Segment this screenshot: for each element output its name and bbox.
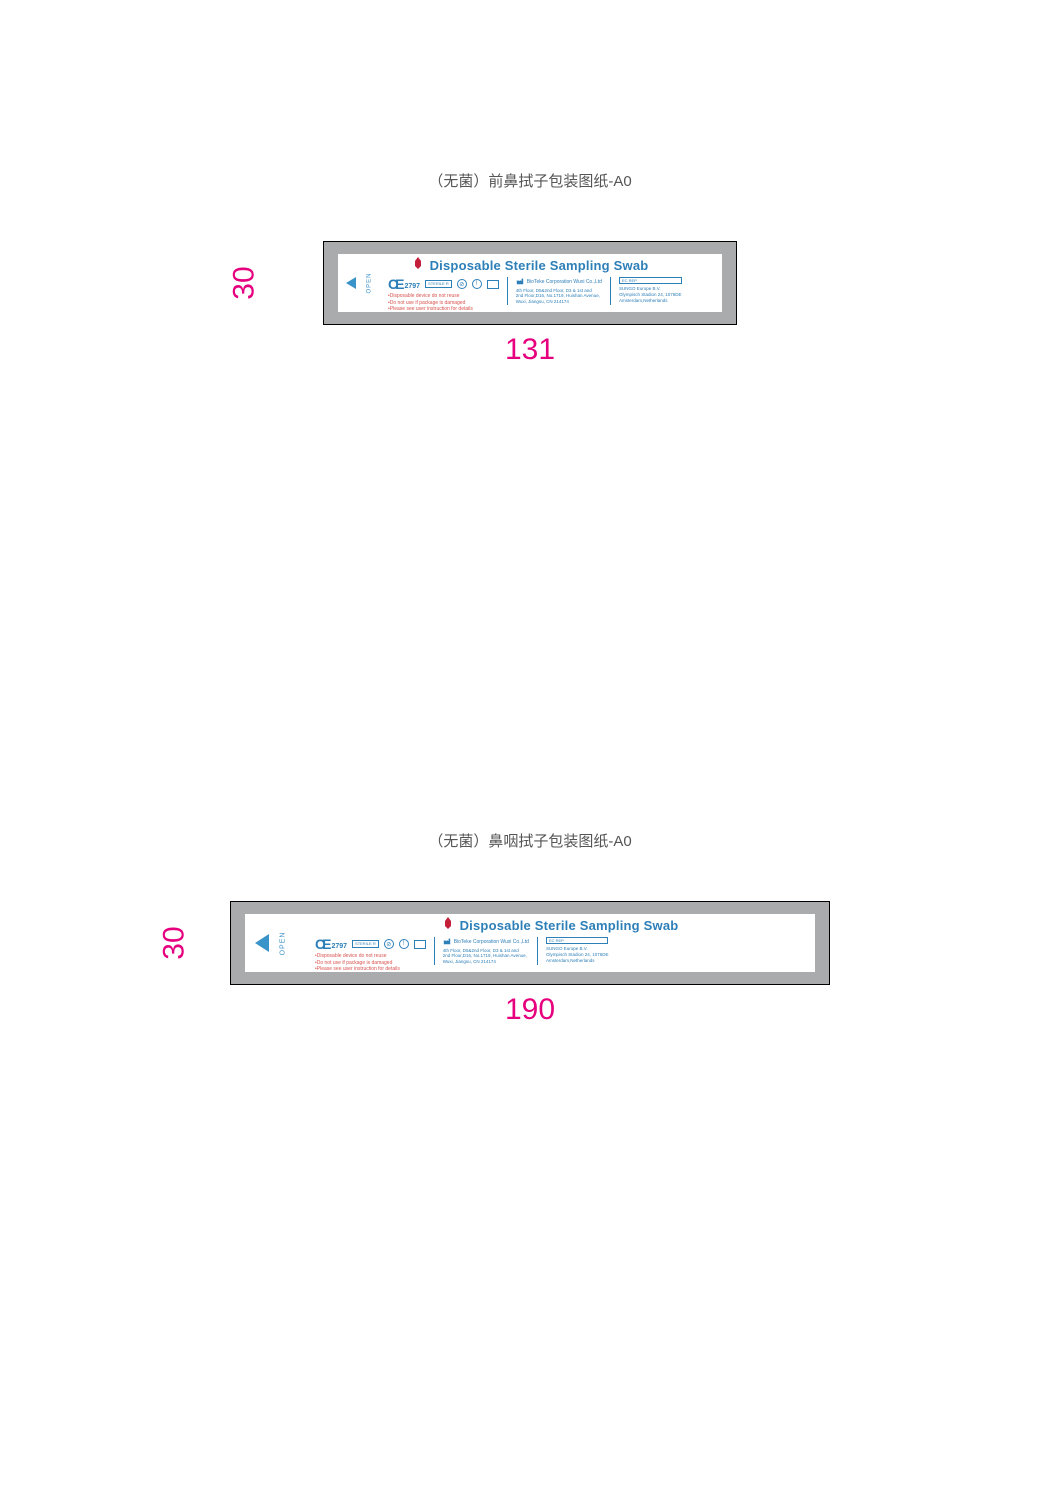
open-label: OPEN bbox=[367, 272, 373, 293]
no-reuse-icon: ⊘ bbox=[457, 279, 467, 289]
open-label: OPEN bbox=[279, 931, 286, 955]
caption-1: （无菌）前鼻拭子包装图纸-A0 bbox=[0, 170, 1060, 191]
ecrep-addr-2: Amsterdam,Netherlands bbox=[619, 298, 682, 304]
no-reuse-icon: ⊘ bbox=[384, 939, 394, 949]
ifu-icon bbox=[487, 280, 499, 289]
manufacturer-name: BioTeke Corporation Wuxi Co.,Ltd bbox=[527, 279, 602, 286]
factory-icon bbox=[516, 277, 524, 288]
sterile-box: STERILE R bbox=[425, 280, 452, 288]
drawing-2: 30 OPEN Disposable Sterile Sampling Swab bbox=[0, 901, 1060, 985]
package-frame-2: OPEN Disposable Sterile Sampling Swab CE… bbox=[230, 901, 830, 985]
logo-icon bbox=[412, 256, 424, 275]
manufacturer-block-1: BioTeke Corporation Wuxi Co.,Ltd 4th Flo… bbox=[516, 277, 602, 305]
drawing-1: 30 Disposable Sterile Sampling Swab OPEN bbox=[0, 241, 1060, 325]
dim-vertical-2: 30 bbox=[158, 926, 192, 959]
ifu-icon bbox=[414, 940, 426, 949]
ce-letters: CE bbox=[388, 277, 401, 291]
ecrep-block-2: EC REP SUNGO Europe B.V. Olympisch Stadi… bbox=[546, 937, 609, 964]
caution-icon: ! bbox=[472, 279, 482, 289]
ecrep-addr-2: Amsterdam,Netherlands bbox=[546, 958, 609, 964]
open-arrow-icon bbox=[346, 277, 356, 289]
product-title-1: Disposable Sterile Sampling Swab bbox=[430, 258, 649, 273]
package-label-2: OPEN Disposable Sterile Sampling Swab CE… bbox=[245, 914, 815, 972]
logo-icon bbox=[442, 916, 454, 935]
ce-number: 2797 bbox=[331, 943, 347, 950]
sterile-box: STERILE R bbox=[352, 940, 379, 948]
ecrep-box: EC REP bbox=[619, 277, 682, 284]
divider bbox=[537, 937, 538, 965]
ecrep-block-1: EC REP SUNGO Europe B.V. Olympisch Stadi… bbox=[619, 277, 682, 304]
open-arrow-icon bbox=[255, 934, 269, 952]
warnings-2: •Disposable device do not reuse •Do not … bbox=[315, 953, 400, 973]
warnings-1: •Disposable device do not reuse •Do not … bbox=[388, 293, 473, 313]
dim-horizontal-1: 131 bbox=[0, 333, 1060, 367]
package-frame-1: Disposable Sterile Sampling Swab OPEN CE… bbox=[323, 241, 737, 325]
ecrep-box: EC REP bbox=[546, 937, 609, 944]
ce-mark-icon: CE 2797 bbox=[388, 277, 420, 291]
product-title-2: Disposable Sterile Sampling Swab bbox=[460, 918, 679, 933]
dim-vertical-1: 30 bbox=[228, 266, 262, 299]
divider bbox=[610, 277, 611, 305]
mfr-addr-3: Wuxi, Jiangsu, CN 214174 bbox=[443, 959, 529, 965]
ce-mark-icon: CE 2797 bbox=[315, 937, 347, 951]
divider bbox=[507, 277, 508, 305]
warn-line-3: •Please see user instruction for details bbox=[315, 966, 400, 973]
caution-icon: ! bbox=[399, 939, 409, 949]
mfr-addr-3: Wuxi, Jiangsu, CN 214174 bbox=[516, 299, 602, 305]
ce-number: 2797 bbox=[404, 283, 420, 290]
divider bbox=[434, 937, 435, 965]
caption-2: （无菌）鼻咽拭子包装图纸-A0 bbox=[0, 830, 1060, 851]
factory-icon bbox=[443, 937, 451, 948]
manufacturer-name: BioTeke Corporation Wuxi Co.,Ltd bbox=[454, 939, 529, 946]
ce-letters: CE bbox=[315, 937, 328, 951]
manufacturer-block-2: BioTeke Corporation Wuxi Co.,Ltd 4th Flo… bbox=[443, 937, 529, 965]
warn-line-3: •Please see user instruction for details bbox=[388, 306, 473, 313]
package-label-1: Disposable Sterile Sampling Swab OPEN CE… bbox=[338, 254, 722, 312]
open-indicator-2: OPEN bbox=[255, 934, 295, 952]
dim-horizontal-2: 190 bbox=[0, 993, 1060, 1027]
open-indicator-1: OPEN bbox=[346, 277, 380, 289]
